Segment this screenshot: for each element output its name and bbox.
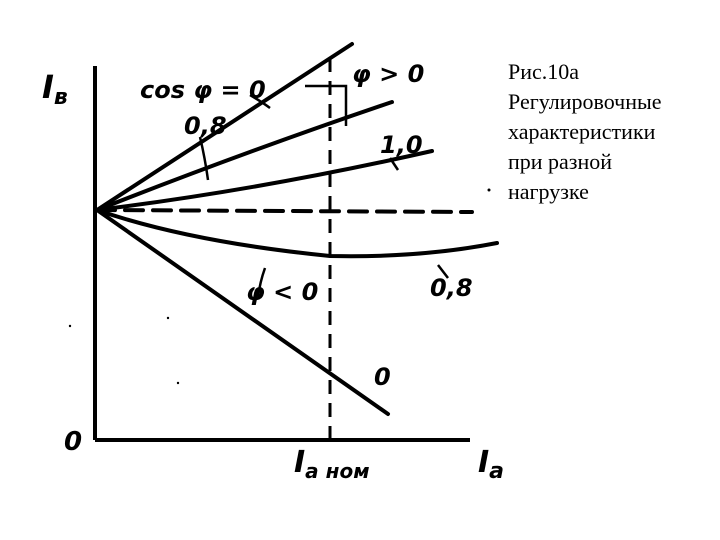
caption-line-figure-number: Рис.10а (508, 59, 580, 84)
curve-0-8-lagging (95, 100, 394, 212)
label-0-leading: 0 (374, 363, 391, 391)
curve-no-load-reference (95, 208, 474, 214)
leader-phi-lt-0 (256, 267, 267, 298)
label-0-8-leading: 0,8 (430, 274, 473, 302)
caption-line-3: при разной (508, 149, 613, 174)
figure-caption: Рис.10а Регулировочные характеристики пр… (508, 57, 713, 207)
label-1-0: 1,0 (380, 131, 423, 159)
curve-cos-phi-0-leading (95, 208, 390, 416)
origin-label: 0 (64, 427, 82, 457)
curve-cos-phi-0-lagging (95, 42, 354, 212)
leader-0-8-leading (437, 264, 449, 279)
leader-0-8-lagging (198, 136, 210, 181)
label-0-8-lagging: 0,8 (184, 112, 227, 140)
caption-line-1: Регулировочные (508, 89, 662, 114)
x-axis-label: Iа (478, 445, 504, 484)
curve-1-0 (95, 149, 434, 212)
label-cos-phi-0: cos φ = 0 (140, 76, 266, 104)
leader-phi-gt-0 (305, 84, 348, 126)
label-phi-lt-0: φ < 0 (246, 278, 318, 306)
label-phi-gt-0: φ > 0 (352, 60, 424, 88)
caption-line-4: нагрузке (508, 179, 589, 204)
caption-line-2: характеристики (508, 119, 656, 144)
leader-1-0 (388, 157, 400, 171)
leader-cos-phi-0 (249, 93, 271, 110)
x-nominal-label: Iа ном (294, 445, 370, 483)
curve-0-8-leading (95, 208, 499, 259)
y-axis-label: Iв (42, 68, 68, 110)
